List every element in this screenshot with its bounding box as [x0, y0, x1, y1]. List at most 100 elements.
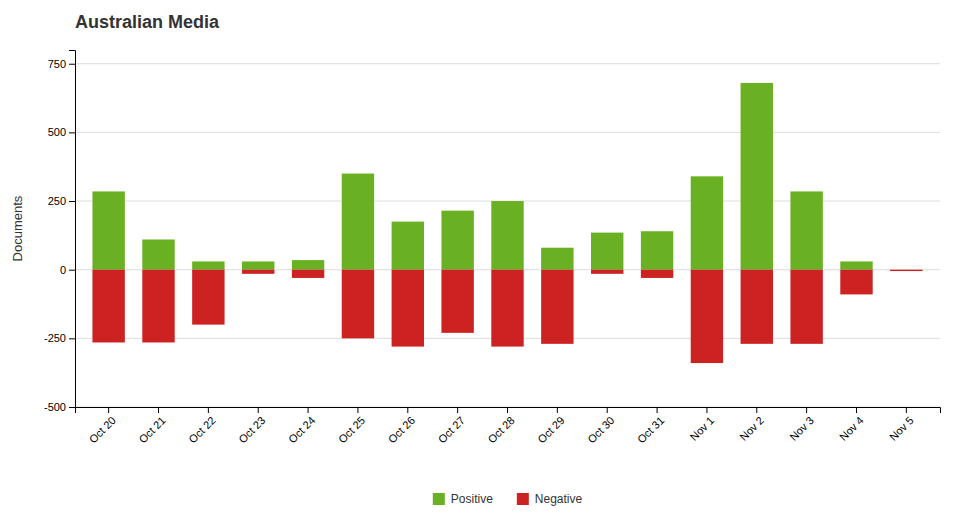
x-tick-mark	[158, 407, 159, 413]
x-tick-mark	[906, 407, 907, 413]
x-tick-mark	[208, 407, 209, 413]
legend-label: Negative	[535, 492, 583, 506]
bar	[342, 174, 374, 270]
x-tick: Oct 31	[635, 407, 666, 445]
x-tick: Oct 27	[436, 407, 467, 445]
bar	[441, 270, 473, 333]
x-tick: Oct 22	[186, 407, 217, 445]
x-axis-line	[76, 408, 941, 414]
x-tick-label: Oct 31	[635, 414, 666, 445]
y-tick-label: 0	[60, 264, 66, 276]
bar	[392, 222, 424, 270]
grid-line	[75, 63, 940, 64]
bar	[491, 201, 523, 270]
x-tick-label: Nov 3	[787, 414, 816, 443]
y-tick: 0	[60, 264, 75, 276]
y-tick-mark	[69, 201, 75, 202]
y-tick: 250	[48, 195, 75, 207]
grid	[75, 64, 940, 407]
x-tick-mark	[357, 407, 358, 413]
x-tick-label: Nov 5	[887, 414, 916, 443]
title: Australian Media	[75, 12, 220, 32]
legend-item: Positive	[433, 492, 493, 506]
y-tick-mark	[69, 407, 75, 408]
legend-swatch	[517, 493, 529, 505]
chart: -500-2500250500750Oct 20Oct 21Oct 22Oct …	[0, 0, 960, 517]
x-axis: Oct 20 Oct 21 Oct 22 Oct 23 Oct 24 Oct 25 Oct …	[76, 407, 941, 445]
bar	[292, 260, 324, 270]
y-axis-title: Documents	[10, 195, 25, 261]
x-tick-label: Oct 21	[136, 414, 167, 445]
x-tick-mark	[756, 407, 757, 413]
bar	[790, 270, 822, 344]
x-tick: Oct 20	[87, 407, 118, 445]
x-tick-label: Oct 26	[386, 414, 417, 445]
bar	[641, 270, 673, 278]
x-tick-label: Nov 1	[687, 414, 716, 443]
bar	[441, 211, 473, 270]
x-tick: Oct 24	[286, 407, 317, 445]
bar	[392, 270, 424, 347]
bar	[691, 176, 723, 269]
y-tick-mark	[69, 132, 75, 133]
bar	[142, 270, 174, 343]
x-tick-mark	[108, 407, 109, 413]
bar	[491, 270, 523, 347]
x-tick: Oct 21	[136, 407, 167, 445]
grid-line	[75, 132, 940, 133]
y-tick: -250	[44, 332, 75, 344]
bar	[890, 269, 922, 270]
bar	[541, 248, 573, 270]
bar	[741, 270, 773, 344]
bar	[840, 261, 872, 269]
bar	[790, 191, 822, 269]
bar	[541, 270, 573, 344]
x-tick-mark	[557, 407, 558, 413]
x-tick: Nov 1	[687, 407, 716, 443]
x-tick-label: Oct 28	[485, 414, 516, 445]
bar-series	[92, 83, 872, 270]
x-tick-label: Oct 24	[286, 414, 317, 445]
legend-swatch	[433, 493, 445, 505]
legend-item: Negative	[517, 492, 583, 506]
y-tick-label: 250	[48, 195, 66, 207]
bar	[591, 270, 623, 274]
y-axis: -500-2500250500750	[44, 51, 76, 414]
x-tick: Oct 29	[535, 407, 566, 445]
x-tick-mark	[657, 407, 658, 413]
x-tick-mark	[607, 407, 608, 413]
x-tick-label: Oct 22	[186, 414, 217, 445]
bar	[192, 270, 224, 325]
x-tick: Oct 23	[236, 407, 267, 445]
x-tick-mark	[706, 407, 707, 413]
x-tick-mark	[856, 407, 857, 413]
bar	[342, 270, 374, 339]
x-tick-mark	[457, 407, 458, 413]
x-tick-label: Nov 2	[737, 414, 766, 443]
y-tick-mark	[69, 64, 75, 65]
x-tick-label: Nov 4	[837, 414, 866, 443]
x-tick: Oct 26	[386, 407, 417, 445]
x-tick-label: Oct 23	[236, 414, 267, 445]
x-tick: Nov 3	[787, 407, 816, 443]
x-tick-label: Oct 20	[87, 414, 118, 445]
x-tick-mark	[806, 407, 807, 413]
x-tick-mark	[258, 407, 259, 413]
x-tick-mark	[507, 407, 508, 413]
y-tick-mark	[69, 338, 75, 339]
bar-series	[92, 270, 922, 363]
bar	[92, 191, 124, 269]
y-tick-mark	[69, 270, 75, 271]
x-tick: Nov 2	[737, 407, 766, 443]
x-tick-mark	[407, 407, 408, 413]
y-tick: 750	[48, 58, 75, 70]
bar	[292, 270, 324, 278]
y-axis-line	[69, 51, 76, 408]
bar	[92, 270, 124, 343]
bar	[242, 261, 274, 269]
y-tick: 500	[48, 126, 75, 138]
x-tick: Oct 25	[336, 407, 367, 445]
bar	[840, 270, 872, 295]
x-tick: Oct 28	[485, 407, 516, 445]
bar	[890, 270, 922, 271]
